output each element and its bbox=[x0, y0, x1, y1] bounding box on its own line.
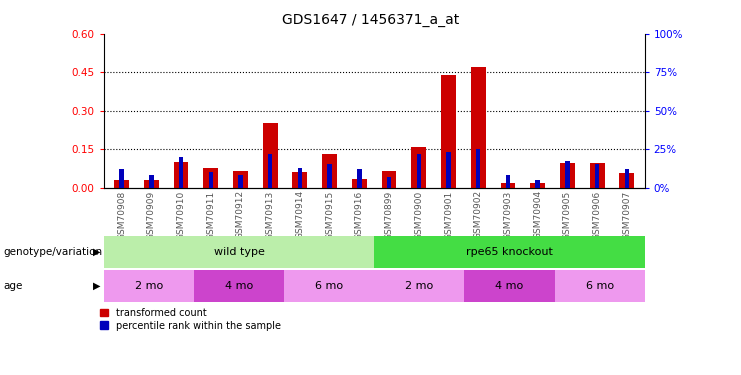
Text: genotype/variation: genotype/variation bbox=[4, 247, 103, 257]
Bar bbox=[104, 270, 194, 302]
Bar bbox=[554, 270, 645, 302]
Text: wild type: wild type bbox=[213, 247, 265, 257]
Text: 4 mo: 4 mo bbox=[225, 281, 253, 291]
Bar bbox=[416, 154, 421, 188]
Bar bbox=[203, 168, 218, 188]
Bar bbox=[263, 123, 278, 188]
Text: age: age bbox=[4, 281, 23, 291]
Bar bbox=[387, 177, 391, 188]
Bar bbox=[233, 171, 248, 188]
Bar bbox=[531, 183, 545, 188]
Bar bbox=[328, 164, 332, 188]
Legend: transformed count, percentile rank within the sample: transformed count, percentile rank withi… bbox=[96, 304, 285, 334]
Bar bbox=[500, 183, 516, 188]
Bar bbox=[293, 172, 308, 188]
Bar bbox=[322, 154, 337, 188]
Bar bbox=[446, 152, 451, 188]
Bar bbox=[357, 169, 362, 188]
Bar bbox=[352, 178, 367, 188]
Bar bbox=[560, 163, 575, 188]
Bar bbox=[119, 169, 124, 188]
Bar bbox=[374, 236, 645, 268]
Bar bbox=[374, 270, 465, 302]
Bar bbox=[536, 180, 540, 188]
Bar bbox=[173, 162, 188, 188]
Text: 2 mo: 2 mo bbox=[405, 281, 433, 291]
Text: 2 mo: 2 mo bbox=[135, 281, 163, 291]
Bar bbox=[194, 270, 284, 302]
Bar bbox=[590, 163, 605, 188]
Bar bbox=[238, 175, 243, 188]
Bar bbox=[471, 67, 485, 188]
Text: 6 mo: 6 mo bbox=[585, 281, 614, 291]
Bar bbox=[382, 171, 396, 188]
Bar bbox=[505, 175, 511, 188]
Bar bbox=[298, 168, 302, 188]
Bar bbox=[619, 173, 634, 188]
Text: rpe65 knockout: rpe65 knockout bbox=[466, 247, 553, 257]
Bar bbox=[114, 180, 129, 188]
Bar bbox=[595, 164, 599, 188]
Text: 6 mo: 6 mo bbox=[315, 281, 343, 291]
Bar bbox=[565, 161, 570, 188]
Bar bbox=[284, 270, 374, 302]
Bar bbox=[411, 147, 426, 188]
Text: ▶: ▶ bbox=[93, 247, 100, 257]
Bar bbox=[465, 270, 554, 302]
Bar bbox=[179, 157, 183, 188]
Bar bbox=[144, 180, 159, 188]
Bar bbox=[476, 149, 480, 188]
Bar bbox=[268, 154, 273, 188]
Bar bbox=[149, 175, 153, 188]
Text: GDS1647 / 1456371_a_at: GDS1647 / 1456371_a_at bbox=[282, 13, 459, 27]
Text: 4 mo: 4 mo bbox=[495, 281, 524, 291]
Bar bbox=[208, 172, 213, 188]
Bar bbox=[625, 169, 629, 188]
Text: ▶: ▶ bbox=[93, 281, 100, 291]
Bar bbox=[441, 75, 456, 188]
Bar bbox=[104, 236, 374, 268]
